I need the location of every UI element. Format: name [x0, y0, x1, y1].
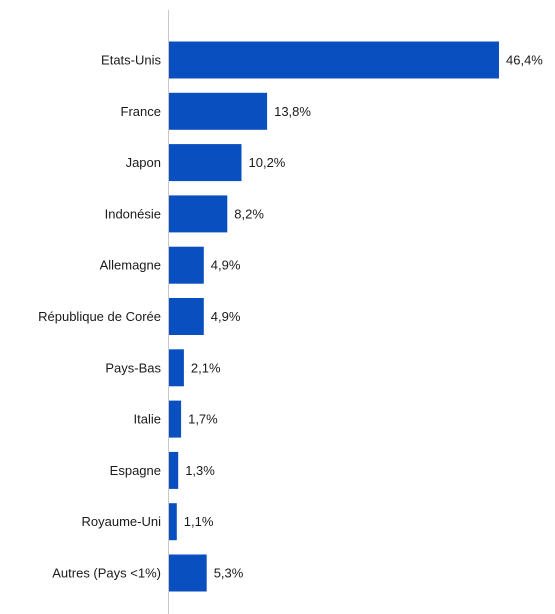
value-labels: 46,4% 13,8% 10,2% 8,2% 4,9% 4,9% 2,1% 1,7% 1,3% 1…	[184, 53, 544, 581]
value-label: 46,4%	[506, 53, 543, 68]
bar-6	[169, 349, 184, 387]
bar-3	[169, 195, 228, 233]
category-label: Allemagne	[100, 258, 161, 273]
category-label: Espagne	[110, 463, 161, 478]
category-labels: Etats-Unis France Japon Indonésie Allemagne R…	[38, 53, 161, 581]
category-label: Royaume-Uni	[82, 514, 162, 529]
bar-1	[169, 92, 268, 130]
category-label: Japon	[126, 155, 161, 170]
category-label: Indonésie	[105, 206, 161, 221]
value-label: 4,9%	[211, 309, 241, 324]
category-label: République de Corée	[38, 309, 161, 324]
value-label: 4,9%	[211, 258, 241, 273]
bar-10	[169, 554, 207, 592]
value-label: 1,7%	[188, 412, 218, 427]
value-label: 1,3%	[185, 463, 215, 478]
bars-layer	[169, 41, 499, 592]
category-label: France	[121, 104, 161, 119]
bar-5	[169, 298, 204, 335]
category-label: Etats-Unis	[101, 53, 161, 68]
bar-2	[169, 144, 242, 182]
bar-9	[169, 503, 177, 541]
bar-7	[169, 400, 182, 438]
value-label: 13,8%	[274, 104, 311, 119]
bar-0	[169, 41, 499, 79]
value-label: 5,3%	[214, 566, 244, 581]
bar-8	[169, 451, 179, 489]
value-label: 10,2%	[249, 155, 286, 170]
value-label: 8,2%	[234, 206, 264, 221]
value-label: 2,1%	[191, 360, 221, 375]
category-label: Pays-Bas	[105, 360, 161, 375]
bar-4	[169, 246, 204, 284]
category-label: Autres (Pays <1%)	[52, 566, 161, 581]
category-label: Italie	[134, 412, 161, 427]
value-label: 1,1%	[184, 514, 214, 529]
